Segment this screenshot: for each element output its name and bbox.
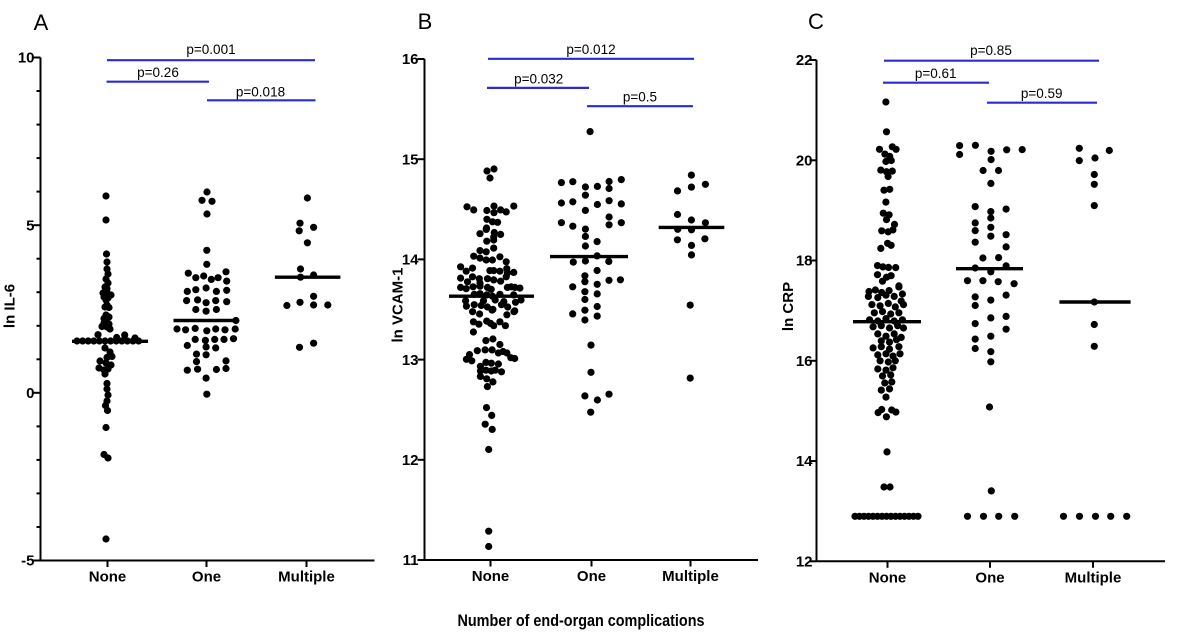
svg-text:B: B: [418, 9, 433, 34]
svg-text:10: 10: [18, 50, 35, 67]
svg-text:One: One: [192, 569, 221, 586]
svg-text:14: 14: [796, 453, 813, 470]
svg-text:None: None: [472, 568, 510, 585]
svg-text:16: 16: [796, 353, 813, 370]
svg-text:13: 13: [402, 352, 419, 369]
svg-text:Multiple: Multiple: [1065, 569, 1122, 586]
svg-text:18: 18: [796, 253, 813, 270]
svg-text:Multiple: Multiple: [662, 568, 719, 585]
svg-text:20: 20: [796, 153, 813, 170]
svg-text:Number of end-organ complicati: Number of end-organ complications: [458, 611, 705, 630]
svg-text:11: 11: [403, 552, 419, 569]
svg-text:ln CRP: ln CRP: [780, 282, 797, 331]
svg-text:p=0.018: p=0.018: [236, 85, 285, 100]
svg-text:14: 14: [402, 252, 419, 269]
svg-text:-5: -5: [21, 553, 34, 570]
svg-text:One: One: [975, 569, 1004, 586]
svg-text:5: 5: [26, 217, 34, 234]
svg-text:p=0.85: p=0.85: [970, 43, 1012, 58]
svg-text:ln IL-6: ln IL-6: [2, 284, 19, 328]
svg-text:22: 22: [796, 52, 813, 69]
svg-text:p=0.032: p=0.032: [514, 71, 563, 86]
svg-text:None: None: [89, 569, 127, 586]
svg-text:None: None: [869, 569, 907, 586]
svg-text:A: A: [34, 10, 49, 35]
svg-text:ln VCAM-1: ln VCAM-1: [390, 268, 407, 343]
svg-text:p=0.012: p=0.012: [566, 42, 615, 57]
svg-text:16: 16: [402, 51, 419, 68]
svg-text:12: 12: [796, 554, 813, 571]
svg-text:Multiple: Multiple: [278, 569, 335, 586]
svg-text:15: 15: [402, 151, 419, 168]
svg-text:p=0.5: p=0.5: [623, 90, 657, 105]
svg-text:p=0.61: p=0.61: [915, 66, 957, 81]
svg-text:0: 0: [26, 385, 34, 402]
svg-text:p=0.59: p=0.59: [1021, 86, 1063, 101]
svg-text:12: 12: [402, 452, 419, 469]
svg-text:p=0.001: p=0.001: [186, 42, 235, 57]
svg-text:p=0.26: p=0.26: [137, 65, 179, 80]
svg-text:One: One: [577, 568, 606, 585]
svg-text:C: C: [808, 9, 824, 34]
